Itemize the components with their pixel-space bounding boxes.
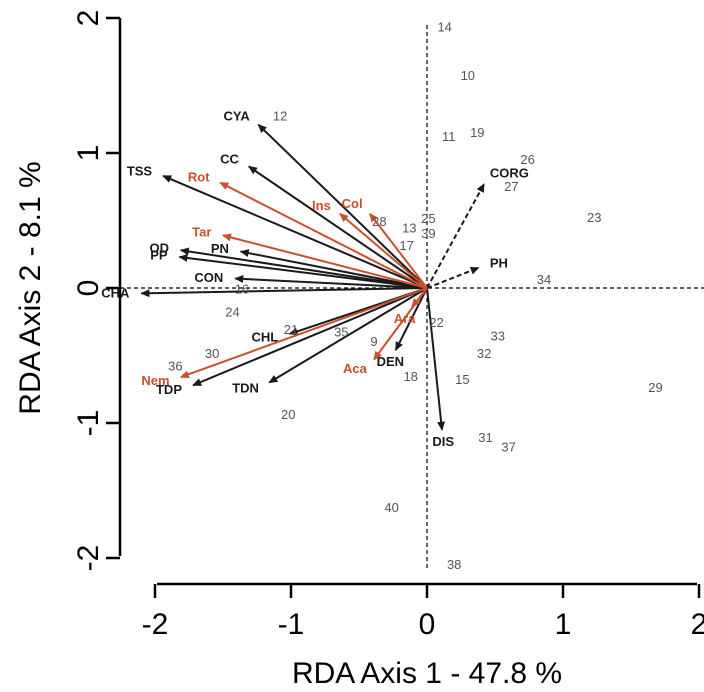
vector-label-tar: Tar (192, 224, 211, 239)
vector-label-nem: Nem (141, 373, 169, 388)
site-point: 23 (587, 210, 601, 225)
vector-arrow-cha (140, 287, 428, 298)
vector-label-con: CON (194, 270, 223, 285)
site-point: 21 (284, 322, 298, 337)
vector-label-tss: TSS (127, 163, 153, 178)
vector-label-col: Col (342, 196, 363, 211)
site-point: 40 (384, 500, 398, 515)
vector-arrow-den (394, 287, 428, 351)
y-axis-title: RDA Axis 2 - 8.1 % (14, 161, 47, 414)
vector-arrow-dis (426, 287, 446, 431)
site-point: 15 (455, 372, 469, 387)
x-tick-label: 1 (555, 608, 572, 641)
site-point: 25 (421, 211, 435, 226)
vector-arrow-cya (257, 123, 428, 289)
x-axis-ticks: -2 -1 0 1 2 (142, 584, 704, 641)
site-point: 28 (372, 214, 386, 229)
y-tick-label: 2 (72, 10, 105, 27)
site-point: 13 (402, 221, 416, 236)
vector-arrow-cc (248, 165, 428, 289)
site-point: 11 (442, 129, 456, 144)
site-point: 22 (429, 315, 443, 330)
x-tick-label: 2 (691, 608, 704, 641)
vector-label-tdn: TDN (232, 381, 259, 396)
site-point: 37 (501, 439, 515, 454)
vector-label-corg: CORG (490, 166, 529, 181)
site-point: 29 (648, 380, 662, 395)
vector-label-rot: Rot (188, 169, 210, 184)
site-point: 24 (225, 304, 239, 319)
vector-arrow-pp (178, 253, 428, 289)
site-point: 36 (168, 358, 182, 373)
vector-arrow-ins (339, 212, 428, 289)
reference-lines (120, 25, 704, 568)
y-tick-label: -2 (72, 545, 105, 572)
site-point: 35 (334, 325, 348, 340)
vector-arrow-rot (219, 181, 428, 289)
site-point: 33 (490, 329, 504, 344)
vector-label-dis: DIS (432, 434, 454, 449)
site-point: 12 (273, 109, 287, 124)
vector-label-den: DEN (377, 354, 404, 369)
y-tick-label: -1 (72, 410, 105, 437)
site-point: 10 (461, 68, 475, 83)
site-point: 9 (370, 334, 377, 349)
y-tick-label: 0 (72, 280, 105, 297)
vector-arrow-nem (179, 287, 428, 379)
vector-arrow-ph (426, 266, 480, 289)
site-point: 38 (447, 557, 461, 572)
vector-label-cc: CC (220, 152, 239, 167)
vector-label-ins: Ins (312, 198, 331, 213)
site-point: 14 (437, 19, 451, 34)
vector-arrow-ara (411, 287, 428, 308)
vector-label-pp: PP (150, 247, 168, 262)
vector-arrow-col (369, 212, 428, 289)
vector-label-ph: PH (490, 255, 508, 270)
vector-label-tdp: TDP (156, 382, 182, 397)
vector-arrow-tdp (192, 287, 428, 387)
site-point: 30 (205, 346, 219, 361)
y-tick-label: 1 (72, 145, 105, 162)
site-point: 31 (478, 430, 492, 445)
vector-label-pn: PN (211, 241, 229, 256)
vector-arrow-tss (162, 175, 428, 289)
x-tick-label: -2 (142, 608, 169, 641)
vector-arrow-tdn (268, 287, 428, 384)
vector-label-chl: CHL (252, 330, 279, 345)
site-point: 39 (421, 226, 435, 241)
site-point: 32 (477, 346, 491, 361)
vector-label-cya: CYA (223, 108, 250, 123)
site-point: 27 (504, 179, 518, 194)
site-point: 17 (399, 238, 413, 253)
vector-arrow-corg (426, 183, 485, 289)
site-point: 19 (470, 125, 484, 140)
vector-label-aca: Aca (343, 361, 368, 376)
site-point: 34 (537, 272, 551, 287)
vector-label-od: OD (149, 240, 169, 255)
vector-arrow-pn (239, 249, 428, 289)
x-tick-label: -1 (278, 608, 305, 641)
vector-arrow-con (234, 274, 428, 289)
vector-arrow-od (179, 247, 428, 289)
x-tick-label: 0 (419, 608, 436, 641)
y-axis-ticks: -2 -1 0 1 2 (72, 10, 120, 572)
site-point: 20 (281, 407, 295, 422)
site-point: 18 (403, 369, 417, 384)
site-point: 26 (520, 152, 534, 167)
vector-arrow-tar (222, 233, 428, 289)
site-point: 16 (235, 281, 249, 296)
x-axis-title: RDA Axis 1 - 47.8 % (292, 657, 562, 690)
vector-label-cha: CHA (101, 286, 130, 301)
vector-label-ara: Ara (394, 311, 416, 326)
